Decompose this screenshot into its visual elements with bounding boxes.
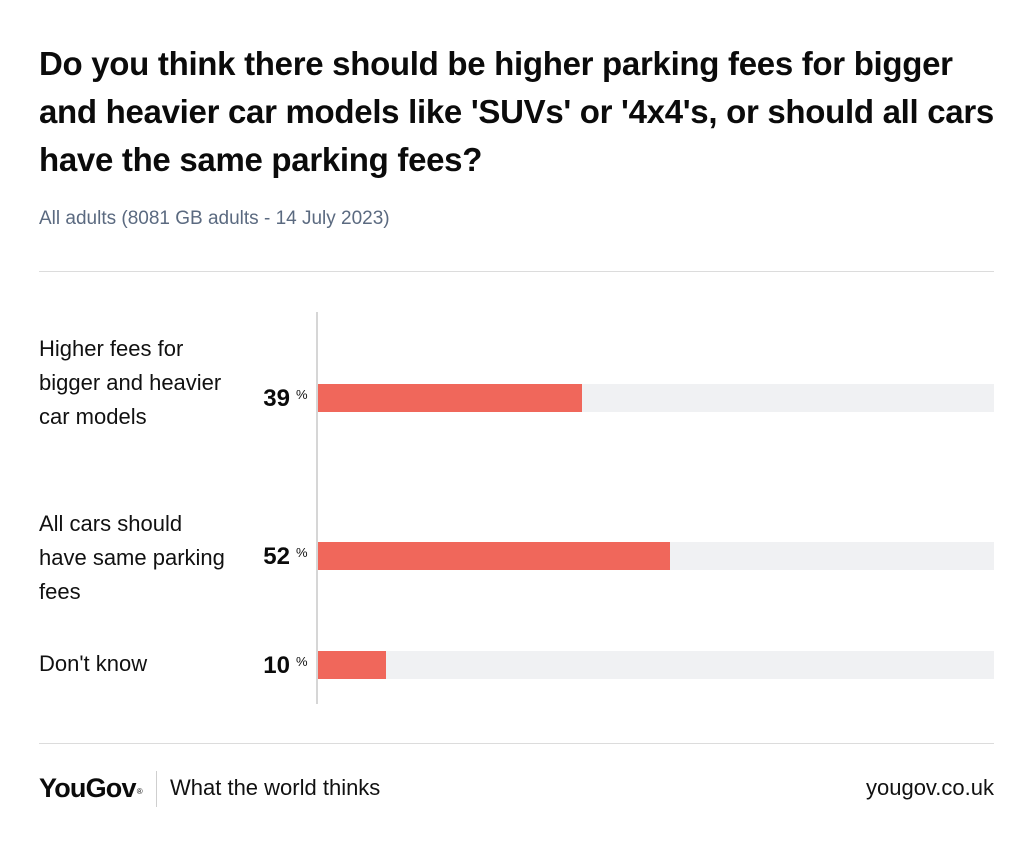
bar [318, 384, 582, 412]
registered-mark: ® [136, 787, 143, 796]
bar-axis-line [316, 312, 318, 704]
brand-name: YouGov [39, 773, 137, 803]
bar [318, 651, 386, 679]
percent-sign: % [296, 387, 308, 402]
bar-value-label: 39 [263, 385, 290, 412]
footer-tagline: What the world thinks [170, 775, 381, 800]
category-label: Don't know [39, 651, 148, 676]
chart-subtitle: All adults (8081 GB adults - 14 July 202… [39, 208, 390, 229]
yougov-logo: YouGov® [39, 772, 143, 804]
percent-sign: % [296, 654, 308, 669]
footer-vertical-divider [156, 771, 157, 807]
category-label: All cars should have same parking fees [39, 511, 225, 604]
bar-value-label: 52 [263, 543, 290, 570]
percent-sign: % [296, 545, 308, 560]
bar [318, 542, 670, 570]
chart-title: Do you think there should be higher park… [39, 45, 994, 178]
bar-value-label: 10 [263, 652, 290, 679]
category-label: Higher fees for bigger and heavier car m… [39, 336, 222, 429]
footer-url: yougov.co.uk [865, 775, 994, 800]
footer-divider-line [39, 743, 994, 744]
header-divider [39, 271, 994, 272]
bar-track [318, 651, 994, 679]
